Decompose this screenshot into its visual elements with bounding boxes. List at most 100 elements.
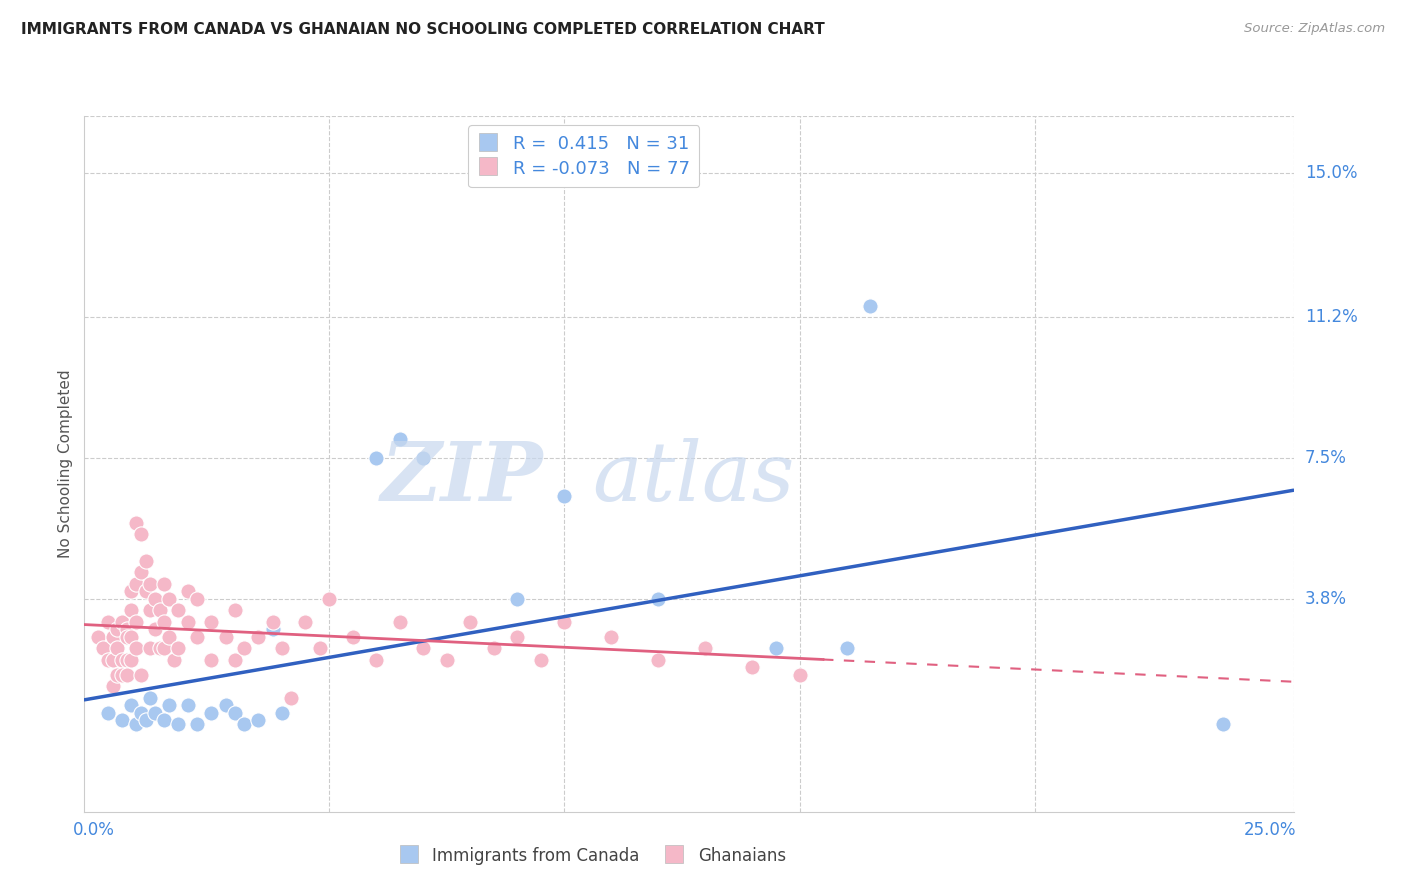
Point — [105, 668, 128, 682]
Point — [91, 641, 114, 656]
Point — [139, 576, 162, 591]
Point — [186, 591, 208, 606]
Text: IMMIGRANTS FROM CANADA VS GHANAIAN NO SCHOOLING COMPLETED CORRELATION CHART: IMMIGRANTS FROM CANADA VS GHANAIAN NO SC… — [21, 22, 825, 37]
Point — [224, 603, 246, 617]
Point — [482, 641, 505, 656]
Point — [101, 653, 124, 667]
Point — [129, 668, 152, 682]
Point — [135, 714, 157, 728]
Point — [247, 630, 270, 644]
Point — [233, 641, 256, 656]
Point — [318, 591, 340, 606]
Point — [342, 630, 364, 644]
Point — [271, 706, 294, 720]
Text: atlas: atlas — [592, 438, 794, 517]
Point — [125, 641, 148, 656]
Point — [280, 690, 302, 705]
Point — [247, 714, 270, 728]
Point — [214, 698, 236, 713]
Point — [167, 717, 190, 731]
Point — [600, 630, 623, 644]
Point — [412, 641, 434, 656]
Text: 11.2%: 11.2% — [1305, 309, 1357, 326]
Point — [294, 615, 316, 629]
Point — [129, 706, 152, 720]
Point — [129, 565, 152, 579]
Point — [364, 451, 387, 466]
Point — [153, 714, 176, 728]
Point — [120, 603, 142, 617]
Point — [97, 706, 120, 720]
Point — [129, 527, 152, 541]
Point — [647, 591, 669, 606]
Point — [186, 717, 208, 731]
Point — [149, 641, 172, 656]
Point — [1212, 717, 1234, 731]
Point — [120, 698, 142, 713]
Point — [186, 630, 208, 644]
Point — [153, 615, 176, 629]
Point — [135, 584, 157, 599]
Point — [506, 591, 529, 606]
Point — [87, 630, 110, 644]
Point — [105, 622, 128, 636]
Point — [143, 591, 166, 606]
Text: 7.5%: 7.5% — [1305, 450, 1347, 467]
Point — [741, 660, 763, 674]
Point — [789, 668, 811, 682]
Point — [153, 641, 176, 656]
Point — [105, 641, 128, 656]
Point — [97, 615, 120, 629]
Point — [177, 698, 200, 713]
Point — [167, 603, 190, 617]
Point — [200, 615, 222, 629]
Point — [111, 653, 134, 667]
Point — [163, 653, 186, 667]
Point — [135, 554, 157, 568]
Point — [177, 584, 200, 599]
Point — [262, 622, 284, 636]
Text: ZIP: ZIP — [381, 438, 544, 517]
Point — [157, 698, 180, 713]
Point — [97, 653, 120, 667]
Point — [143, 706, 166, 720]
Point — [224, 653, 246, 667]
Point — [115, 630, 138, 644]
Point — [167, 641, 190, 656]
Point — [115, 653, 138, 667]
Point — [125, 717, 148, 731]
Legend: Immigrants from Canada, Ghanaians: Immigrants from Canada, Ghanaians — [391, 838, 794, 873]
Point — [553, 615, 575, 629]
Point — [120, 584, 142, 599]
Point — [177, 615, 200, 629]
Point — [111, 668, 134, 682]
Point — [157, 630, 180, 644]
Point — [765, 641, 787, 656]
Point — [111, 615, 134, 629]
Point — [271, 641, 294, 656]
Point — [530, 653, 553, 667]
Point — [200, 653, 222, 667]
Point — [695, 641, 717, 656]
Point — [125, 516, 148, 530]
Point — [262, 615, 284, 629]
Point — [412, 451, 434, 466]
Point — [143, 622, 166, 636]
Text: Source: ZipAtlas.com: Source: ZipAtlas.com — [1244, 22, 1385, 36]
Point — [115, 622, 138, 636]
Point — [458, 615, 481, 629]
Point — [859, 299, 882, 313]
Point — [139, 603, 162, 617]
Text: 15.0%: 15.0% — [1305, 164, 1357, 182]
Point — [835, 641, 858, 656]
Point — [139, 641, 162, 656]
Point — [695, 641, 717, 656]
Point — [115, 668, 138, 682]
Point — [149, 603, 172, 617]
Point — [101, 630, 124, 644]
Point — [506, 630, 529, 644]
Point — [647, 653, 669, 667]
Point — [120, 630, 142, 644]
Point — [233, 717, 256, 731]
Point — [388, 432, 411, 446]
